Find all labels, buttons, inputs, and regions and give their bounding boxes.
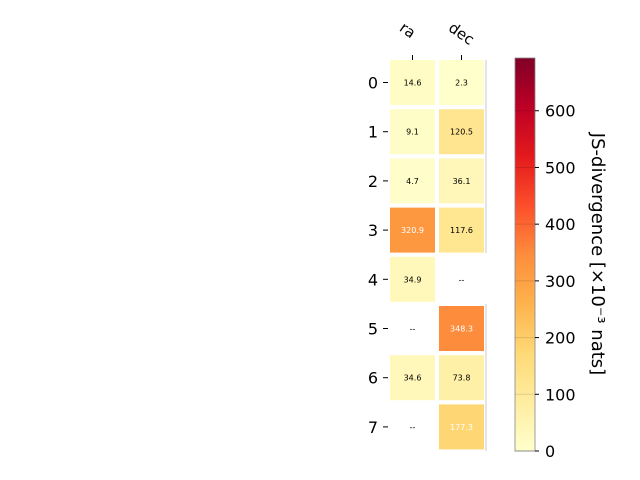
colorbar-tick-label-0: 0	[545, 442, 555, 461]
heatmap-cell-r6-c0	[390, 355, 435, 401]
cell-value-label-r6-c1: 73.8	[453, 374, 471, 383]
colorbar-tick-label-600: 600	[545, 102, 576, 121]
colorbar-tick-label-500: 500	[545, 158, 576, 177]
cell-value-label-r0-c0: 14.6	[404, 79, 422, 88]
row-labels: 0 1 2 3 4 5 6 7	[368, 74, 388, 437]
column-labels: ra dec	[396, 19, 478, 60]
heatmap-cell-r4-c0	[390, 256, 435, 302]
cell-value-label-r1-c0: 9.1	[406, 128, 419, 137]
row-label-1: 1	[368, 123, 378, 142]
colorbar: 0 100 200 300 400 500 600	[514, 57, 576, 461]
heatmap-cell-r2-c1	[439, 158, 484, 204]
heatmap-cell-r1-c0	[390, 109, 435, 155]
cell-value-label-r5-c0: --	[410, 325, 416, 334]
colorbar-tick-label-200: 200	[545, 329, 576, 348]
cell-value-label-r7-c1: 177.3	[450, 423, 473, 432]
row-label-7: 7	[368, 418, 378, 437]
colorbar-label: JS-divergence [×10⁻³ nats]	[587, 132, 608, 375]
row-label-6: 6	[368, 369, 378, 388]
heatmap-cell-r1-c1	[439, 109, 484, 155]
heatmap-cell-r0-c0	[390, 60, 435, 105]
cell-value-label-r5-c1: 348.3	[450, 325, 473, 334]
heatmap-cell-r3-c1	[439, 207, 484, 253]
column-label-ra: ra	[396, 19, 419, 43]
cell-value-label-r1-c1: 120.5	[450, 128, 473, 137]
heatmap-cell-r5-c1	[439, 306, 484, 351]
row-label-2: 2	[368, 172, 378, 191]
cell-value-label-r6-c0: 34.6	[404, 374, 422, 383]
row-label-0: 0	[368, 74, 378, 93]
heatmap-cells: 14.6 2.3 9.1 120.5 4.7 36.1 320.9 117.6 34.9 -- --…	[390, 60, 487, 451]
row-label-3: 3	[368, 221, 378, 240]
row-label-4: 4	[368, 270, 378, 289]
heatmap-cell-r6-c1	[439, 355, 484, 401]
heatmap-cell-r3-c0	[390, 207, 435, 253]
cell-value-label-r7-c0: --	[410, 423, 416, 432]
colorbar-tick-label-300: 300	[545, 272, 576, 291]
colorbar-gradient	[514, 57, 536, 452]
heatmap-cell-r2-c0	[390, 158, 435, 204]
colorbar-tick-label-400: 400	[545, 215, 576, 234]
cell-value-label-r4-c1: --	[459, 275, 465, 284]
colorbar-tick-label-100: 100	[545, 385, 576, 404]
cell-value-label-r3-c1: 117.6	[450, 226, 473, 235]
heatmap-cell-r0-c1	[439, 60, 484, 105]
column-label-dec: dec	[445, 19, 477, 49]
cell-value-label-r2-c1: 36.1	[453, 177, 471, 186]
cell-value-label-r0-c1: 2.3	[455, 79, 468, 88]
cell-value-label-r2-c0: 4.7	[406, 177, 419, 186]
cell-value-label-r4-c0: 34.9	[404, 275, 422, 284]
heatmap-cell-r7-c1	[439, 404, 484, 450]
cell-value-label-r3-c0: 320.9	[401, 226, 424, 235]
row-label-5: 5	[368, 320, 378, 339]
